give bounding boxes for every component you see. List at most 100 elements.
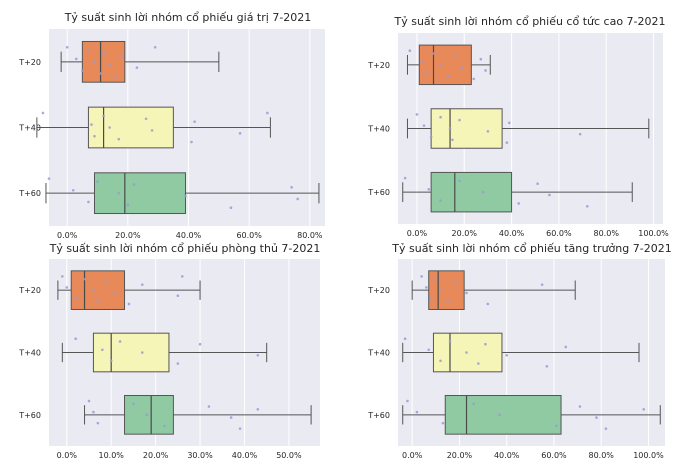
data-point: [465, 291, 468, 295]
data-point: [439, 63, 442, 67]
data-point: [126, 203, 130, 207]
data-point: [642, 408, 646, 411]
data-point: [507, 121, 511, 125]
x-tick-label: 10.0%: [98, 451, 124, 460]
data-point: [180, 275, 184, 278]
data-point: [41, 111, 45, 115]
box-t40: [92, 332, 170, 373]
x-tick-label: 20.0%: [115, 231, 141, 240]
data-point: [595, 416, 598, 419]
data-point: [238, 132, 242, 135]
box-t40: [430, 108, 503, 149]
data-point: [256, 408, 260, 411]
data-point: [184, 194, 187, 198]
chart-title: Tỷ suất sinh lời nhóm cổ phiếu tăng trưở…: [391, 242, 671, 255]
data-point: [140, 351, 144, 354]
data-point: [453, 55, 457, 58]
data-point: [92, 288, 95, 292]
data-point: [425, 286, 428, 289]
data-point: [472, 77, 476, 81]
data-point: [144, 117, 148, 121]
data-point: [446, 299, 449, 303]
x-tick-label: 60.0%: [236, 231, 262, 240]
category-label: T+40: [367, 125, 390, 134]
data-point: [96, 299, 100, 303]
data-point: [448, 127, 452, 130]
data-point: [101, 348, 104, 352]
chart-title: Tỷ suất sinh lời nhóm cổ phiếu phòng thủ…: [49, 242, 321, 255]
data-point: [427, 348, 431, 352]
data-point: [176, 294, 180, 297]
data-point: [117, 137, 121, 141]
box-t60: [430, 171, 513, 213]
box-t20: [70, 270, 126, 310]
data-point: [441, 421, 445, 425]
data-point: [415, 410, 419, 414]
data-point: [415, 113, 419, 116]
data-point: [96, 180, 99, 183]
data-point: [61, 275, 64, 278]
x-tick-label: 0.0%: [407, 229, 428, 238]
data-point: [229, 416, 233, 419]
data-point: [540, 283, 544, 286]
data-point: [109, 359, 113, 363]
x-tick-label: 60.0%: [546, 229, 572, 238]
x-tick-label: 0.0%: [402, 451, 423, 460]
data-point: [193, 120, 196, 123]
data-point: [153, 45, 157, 49]
data-point: [266, 111, 269, 115]
x-tick-label: 60.0%: [541, 451, 567, 460]
data-point: [545, 365, 549, 368]
data-point: [87, 200, 90, 204]
box-t40: [87, 106, 174, 149]
data-point: [481, 190, 485, 194]
data-point: [458, 179, 461, 183]
category-label: T+60: [18, 189, 41, 198]
data-point: [472, 402, 475, 406]
data-point: [47, 177, 51, 180]
x-tick-label: 100.0%: [638, 229, 669, 238]
data-point: [83, 277, 86, 281]
data-point: [479, 57, 483, 61]
x-tick-label: 40.0%: [176, 231, 202, 240]
data-point: [90, 123, 93, 126]
chart-panel-defensive-stocks: Tỷ suất sinh lời nhóm cổ phiếu phòng thủ…: [18, 242, 320, 460]
category-label: T+60: [367, 411, 390, 420]
data-point: [498, 413, 501, 417]
data-point: [81, 69, 84, 72]
category-label: T+40: [18, 124, 41, 133]
data-point: [465, 351, 468, 354]
data-point: [256, 353, 260, 357]
x-tick-label: 80.0%: [588, 451, 614, 460]
data-point: [74, 337, 77, 340]
data-point: [93, 60, 96, 64]
chart-panel-growth-stocks: Tỷ suất sinh lời nhóm cổ phiếu tăng trưở…: [367, 242, 671, 460]
data-point: [555, 424, 558, 428]
data-point: [432, 52, 435, 55]
data-point: [87, 48, 90, 52]
data-point: [408, 49, 412, 53]
data-point: [446, 74, 449, 78]
data-point: [198, 342, 202, 346]
category-label: T+20: [367, 61, 390, 70]
data-point: [484, 342, 487, 346]
data-point: [486, 302, 490, 306]
data-point: [439, 288, 442, 292]
data-point: [458, 118, 461, 122]
data-point: [460, 66, 464, 69]
data-point: [484, 69, 487, 72]
data-point: [108, 126, 111, 129]
data-point: [105, 280, 109, 284]
data-point: [604, 427, 608, 430]
data-point: [150, 129, 154, 132]
category-label: T+20: [18, 286, 41, 295]
data-point: [145, 413, 149, 417]
data-point: [427, 188, 431, 191]
category-label: T+20: [18, 58, 41, 67]
data-point: [517, 202, 520, 205]
data-point: [536, 182, 539, 186]
box-t20: [81, 40, 126, 83]
chart-panel-high-dividend-stocks: Tỷ suất sinh lời nhóm cổ phiếu cổ tức ca…: [367, 15, 669, 238]
data-point: [92, 410, 95, 414]
data-point: [65, 45, 69, 49]
